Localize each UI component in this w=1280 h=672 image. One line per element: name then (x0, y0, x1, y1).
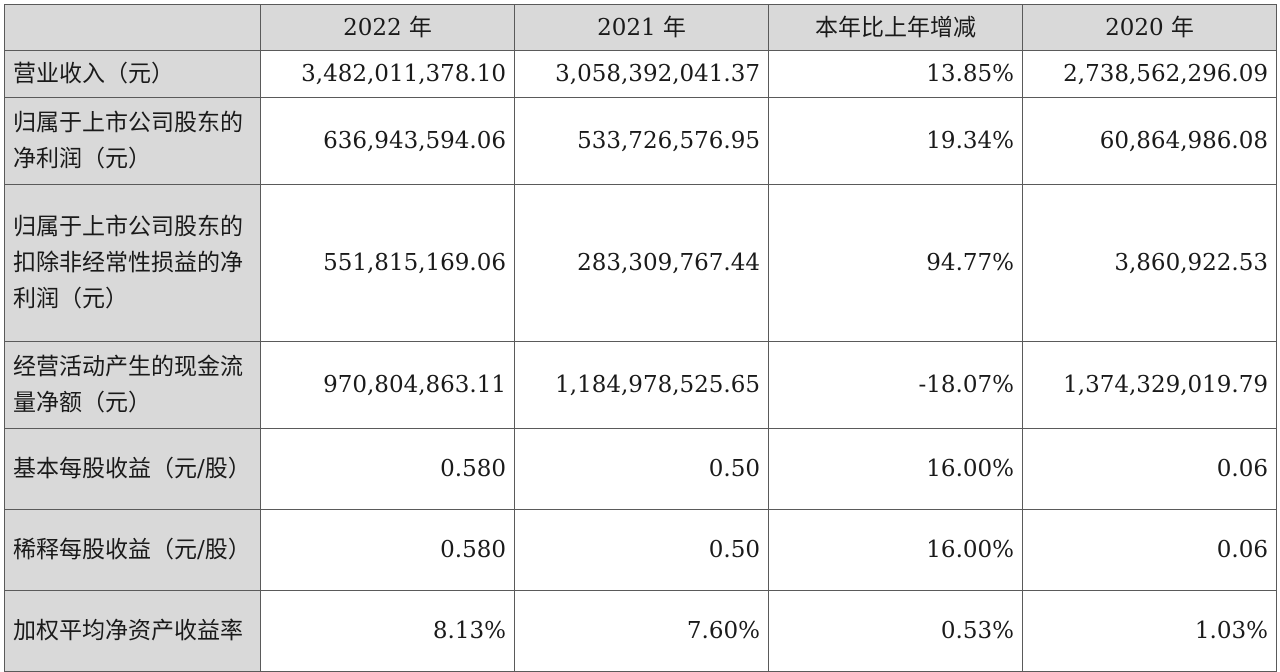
cell-change: 16.00% (768, 428, 1023, 510)
row-label-diluted-eps: 稀释每股收益（元/股） (4, 509, 261, 591)
cell-change: 13.85% (768, 50, 1023, 98)
cell-value: 60,864,986.08 (1022, 97, 1277, 185)
cell-change: -18.07% (768, 341, 1023, 429)
cell-value: 0.06 (1022, 509, 1277, 591)
header-year-2021: 2021 年 (514, 4, 769, 51)
cell-value: 0.06 (1022, 428, 1277, 510)
cell-value: 3,482,011,378.10 (260, 50, 515, 98)
cell-value: 533,726,576.95 (514, 97, 769, 185)
cell-value: 283,309,767.44 (514, 184, 769, 342)
cell-value: 636,943,594.06 (260, 97, 515, 185)
cell-value: 8.13% (260, 590, 515, 672)
table-header-row: 2022 年 2021 年 本年比上年增减 2020 年 (4, 4, 1277, 51)
cell-change: 94.77% (768, 184, 1023, 342)
cell-change: 16.00% (768, 509, 1023, 591)
cell-value: 0.50 (514, 428, 769, 510)
header-year-2020: 2020 年 (1022, 4, 1277, 51)
cell-value: 0.580 (260, 509, 515, 591)
table-row: 稀释每股收益（元/股） 0.580 0.50 16.00% 0.06 (4, 509, 1277, 591)
table-row: 基本每股收益（元/股） 0.580 0.50 16.00% 0.06 (4, 428, 1277, 510)
table-row: 经营活动产生的现金流量净额（元） 970,804,863.11 1,184,97… (4, 341, 1277, 429)
row-label-weighted-roe: 加权平均净资产收益率 (4, 590, 261, 672)
cell-value: 7.60% (514, 590, 769, 672)
row-label-operating-cash-flow: 经营活动产生的现金流量净额（元） (4, 341, 261, 429)
table-row: 加权平均净资产收益率 8.13% 7.60% 0.53% 1.03% (4, 590, 1277, 672)
row-label-operating-revenue: 营业收入（元） (4, 50, 261, 98)
cell-change: 0.53% (768, 590, 1023, 672)
cell-value: 0.580 (260, 428, 515, 510)
cell-value: 1,184,978,525.65 (514, 341, 769, 429)
header-corner-cell (4, 4, 261, 51)
financial-summary-table: 2022 年 2021 年 本年比上年增减 2020 年 营业收入（元） 3,4… (4, 4, 1277, 672)
table-row: 营业收入（元） 3,482,011,378.10 3,058,392,041.3… (4, 50, 1277, 98)
cell-value: 2,738,562,296.09 (1022, 50, 1277, 98)
cell-value: 3,058,392,041.37 (514, 50, 769, 98)
cell-value: 970,804,863.11 (260, 341, 515, 429)
row-label-net-profit-excl-nonrecurring: 归属于上市公司股东的扣除非经常性损益的净利润（元） (4, 184, 261, 342)
cell-value: 3,860,922.53 (1022, 184, 1277, 342)
cell-value: 1.03% (1022, 590, 1277, 672)
table-row: 归属于上市公司股东的扣除非经常性损益的净利润（元） 551,815,169.06… (4, 184, 1277, 342)
row-label-net-profit: 归属于上市公司股东的净利润（元） (4, 97, 261, 185)
cell-value: 1,374,329,019.79 (1022, 341, 1277, 429)
header-yoy-change: 本年比上年增减 (768, 4, 1023, 51)
row-label-basic-eps: 基本每股收益（元/股） (4, 428, 261, 510)
cell-change: 19.34% (768, 97, 1023, 185)
cell-value: 0.50 (514, 509, 769, 591)
cell-value: 551,815,169.06 (260, 184, 515, 342)
header-year-2022: 2022 年 (260, 4, 515, 51)
table-row: 归属于上市公司股东的净利润（元） 636,943,594.06 533,726,… (4, 97, 1277, 185)
